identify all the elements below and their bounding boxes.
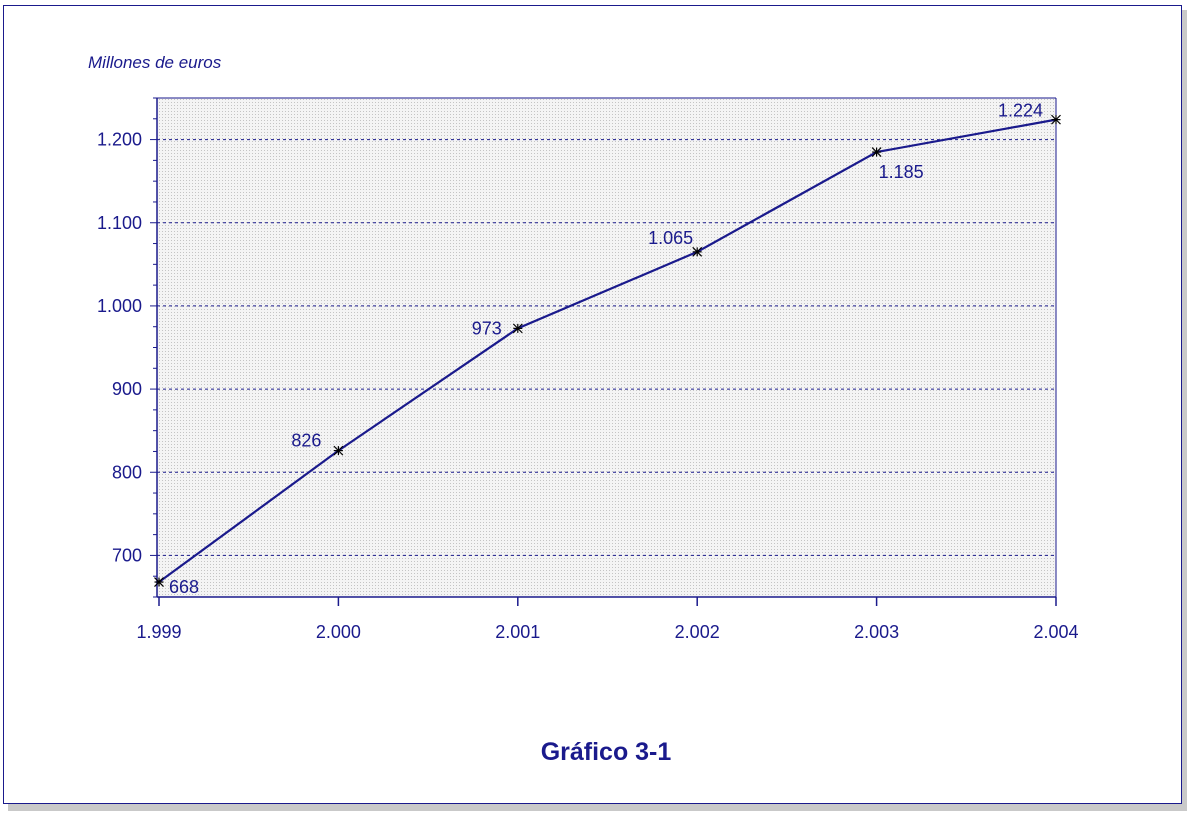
data-point-marker [1051,114,1061,125]
data-label: 826 [291,431,321,451]
x-tick-label: 2.003 [854,622,899,642]
labels-group: 668 826 973 1.065 1.185 1.224 [169,101,1043,597]
x-tick-label: 1.999 [136,622,181,642]
plot-area [157,98,1056,597]
y-tick-label: 1.100 [97,213,142,233]
data-label: 668 [169,577,199,597]
y-tick-label: 1.200 [97,130,142,150]
x-tick-label: 2.000 [316,622,361,642]
data-point-marker [154,577,164,587]
data-point-marker [512,323,523,334]
x-tick-label: 2.004 [1033,622,1078,642]
y-tick-label: 800 [112,462,142,482]
data-point-marker [871,147,882,157]
data-label: 1.185 [879,162,924,182]
data-label: 1.224 [998,101,1043,121]
y-tick-label: 900 [112,379,142,399]
y-tick-label: 700 [112,545,142,565]
x-tick-label: 2.002 [675,622,720,642]
axes: 700 800 900 1.000 1.100 1.200 1.999 2.000 2.001 2… [97,97,1079,642]
x-tick-label: 2.001 [495,622,540,642]
series-line [158,118,1057,583]
data-label: 973 [472,318,502,338]
y-tick-label: 1.000 [97,296,142,316]
data-label: 1.065 [648,228,693,248]
data-point-marker [692,246,703,257]
series-group [154,114,1061,587]
y-axis-title: Millones de euros [88,53,222,72]
chart-caption: Gráfico 3-1 [541,738,672,766]
data-point-marker [333,445,344,456]
